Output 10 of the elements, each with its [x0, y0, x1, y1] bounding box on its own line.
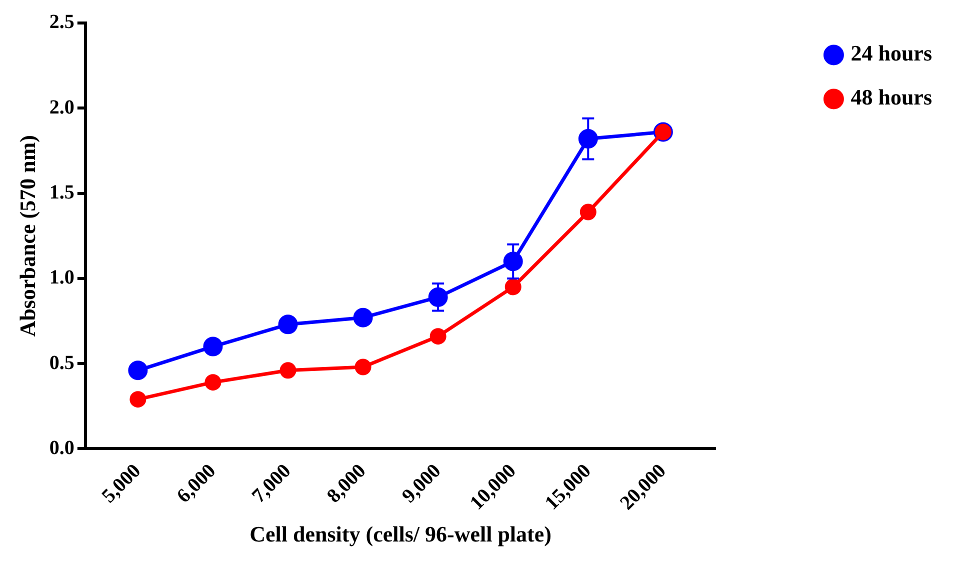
- x-axis-title: Cell density (cells/ 96-well plate): [250, 521, 552, 546]
- y-tick-label: 1.5: [49, 181, 74, 204]
- y-tick-label: 2.5: [49, 11, 74, 34]
- y-tick-label: 1.0: [49, 266, 74, 289]
- legend-label: 48 hours: [850, 84, 932, 110]
- y-tick-label: 0.5: [49, 352, 74, 374]
- y-tick-label: 2.0: [49, 96, 74, 118]
- legend-label: 24 hours: [850, 40, 932, 66]
- y-axis-title: Absorbance (570 nm): [14, 135, 40, 337]
- y-tick-label: 0.0: [49, 436, 74, 459]
